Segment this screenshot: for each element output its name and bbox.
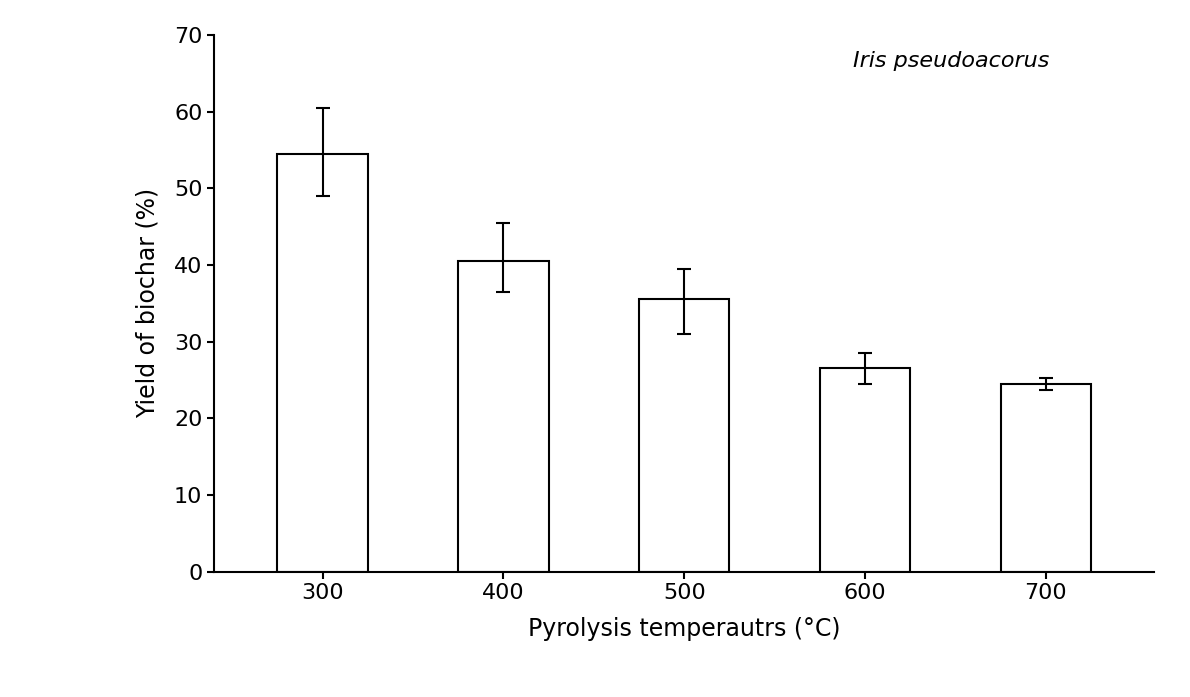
Bar xyxy=(458,261,549,572)
Bar xyxy=(639,300,729,572)
X-axis label: Pyrolysis temperautrs (°C): Pyrolysis temperautrs (°C) xyxy=(528,618,840,641)
Y-axis label: Yield of biochar (%): Yield of biochar (%) xyxy=(136,188,159,418)
Bar xyxy=(277,153,368,572)
Text: Iris pseudoacorus: Iris pseudoacorus xyxy=(853,51,1050,71)
Bar xyxy=(820,368,910,572)
Bar xyxy=(1001,383,1091,572)
